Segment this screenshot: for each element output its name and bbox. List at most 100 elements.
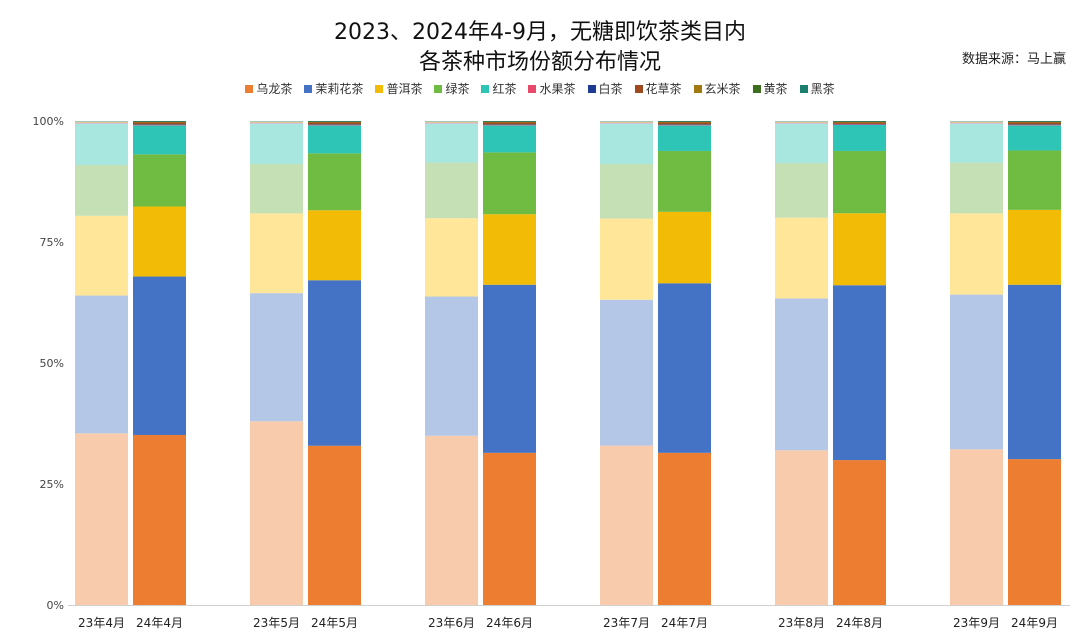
bar-segment [133, 125, 186, 155]
legend-swatch [587, 84, 596, 93]
legend-swatch [245, 84, 254, 93]
bar-segment [133, 154, 186, 207]
y-tick-label: 50% [40, 357, 64, 370]
bar-segment [833, 213, 886, 286]
bar-segment [483, 452, 536, 605]
legend-label: 黄茶 [763, 82, 788, 96]
legend-swatch [634, 84, 643, 93]
legend-item: 绿茶 [434, 80, 469, 97]
legend-swatch [799, 84, 808, 93]
bar-segment [425, 435, 478, 605]
bar-segment [1008, 125, 1061, 151]
x-tick-label: 24年4月 [136, 616, 183, 630]
legend-label: 乌龙茶 [256, 82, 293, 96]
bar-segment [1008, 150, 1061, 210]
bar-segment [833, 122, 886, 124]
legend-item: 花草茶 [634, 80, 682, 97]
legend-label: 玄米茶 [704, 82, 741, 96]
bar-segment [658, 150, 711, 212]
legend-label: 黑茶 [810, 82, 835, 96]
legend-swatch [434, 84, 443, 93]
x-tick-label: 23年6月 [428, 616, 475, 630]
bar-segment [308, 122, 361, 125]
bar-segment [658, 122, 711, 125]
legend-label: 白茶 [598, 82, 623, 96]
bar-segment [775, 217, 828, 299]
y-tick-label: 25% [40, 478, 64, 491]
x-tick-label: 23年4月 [78, 616, 125, 630]
data-source: 数据来源：马上赢 [961, 52, 1066, 67]
bar-segment [75, 215, 128, 296]
legend-label: 水果茶 [539, 82, 576, 96]
legend-item: 黑茶 [799, 80, 835, 97]
bar-segment [950, 213, 1003, 295]
bar-segment [833, 124, 886, 151]
bar-segment [250, 123, 303, 165]
legend-label: 普洱茶 [386, 82, 423, 96]
legend-swatch [528, 84, 537, 93]
bar-segment [133, 434, 186, 605]
bar-segment [833, 150, 886, 214]
legend-item: 白茶 [587, 80, 623, 97]
bar-segment [133, 122, 186, 125]
bar-segment [250, 164, 303, 214]
bar-segment [308, 210, 361, 281]
x-tick-label: 24年8月 [836, 616, 883, 630]
bar-segment [308, 125, 361, 154]
bar-segment [775, 298, 828, 451]
legend-item: 普洱茶 [375, 80, 422, 97]
bar-segment [483, 125, 536, 153]
bar-segment [483, 122, 536, 125]
bar-segment [833, 285, 886, 461]
legend-label: 茉莉花茶 [315, 82, 364, 96]
chart-title: 2023、2024年4-9月，无糖即饮茶类目内 [334, 20, 746, 45]
x-tick-label: 23年8月 [778, 616, 825, 630]
bar-segment [75, 123, 128, 165]
bar-segment [658, 283, 711, 453]
bar-segment [600, 218, 653, 300]
bar-segment [658, 125, 711, 151]
x-tick-label: 23年9月 [953, 616, 1000, 630]
bar-segment [425, 296, 478, 436]
bar-segment [308, 445, 361, 605]
bar-segment [658, 211, 711, 284]
bar-segment [133, 276, 186, 435]
bar-segment [250, 213, 303, 294]
x-tick-label: 24年6月 [486, 616, 533, 630]
legend-item: 茉莉花茶 [304, 80, 363, 97]
legend-swatch [693, 84, 702, 93]
bar-segment [600, 163, 653, 219]
bar-segment [658, 452, 711, 605]
legend: 乌龙茶 茉莉花茶 普洱茶 绿茶 红茶 水果茶 白茶 花草茶 玄米茶 黄茶 黑茶 [0, 80, 1080, 97]
y-tick-label: 75% [40, 236, 64, 249]
legend-item: 红茶 [481, 80, 516, 97]
bar-segment [600, 299, 653, 446]
x-tick-label: 24年9月 [1011, 616, 1058, 630]
legend-item: 黄茶 [752, 80, 788, 97]
bar-segment [75, 295, 128, 434]
x-tick-label: 24年7月 [661, 616, 708, 630]
bar-segment [308, 153, 361, 211]
legend-label: 花草茶 [645, 82, 682, 96]
bar-segment [425, 123, 478, 163]
bar-segment [775, 450, 828, 605]
bar-segment [775, 163, 828, 218]
bar-segment [1008, 284, 1061, 460]
bar-segment [1008, 209, 1061, 285]
legend-swatch [481, 84, 490, 93]
legend-label: 红茶 [492, 82, 517, 96]
bar-segment [833, 460, 886, 605]
bar-segment [425, 218, 478, 297]
legend-item: 乌龙茶 [245, 80, 292, 97]
bar-segment [483, 214, 536, 285]
bar-segment [600, 123, 653, 164]
bar-segment [425, 162, 478, 219]
legend-swatch [375, 84, 384, 93]
bar-segment [483, 284, 536, 453]
bar-segment [950, 294, 1003, 450]
x-tick-label: 23年7月 [603, 616, 650, 630]
bar-segment [75, 165, 128, 216]
bar-segment [1008, 459, 1061, 605]
chart-subtitle: 各茶种市场份额分布情况 [418, 50, 661, 75]
